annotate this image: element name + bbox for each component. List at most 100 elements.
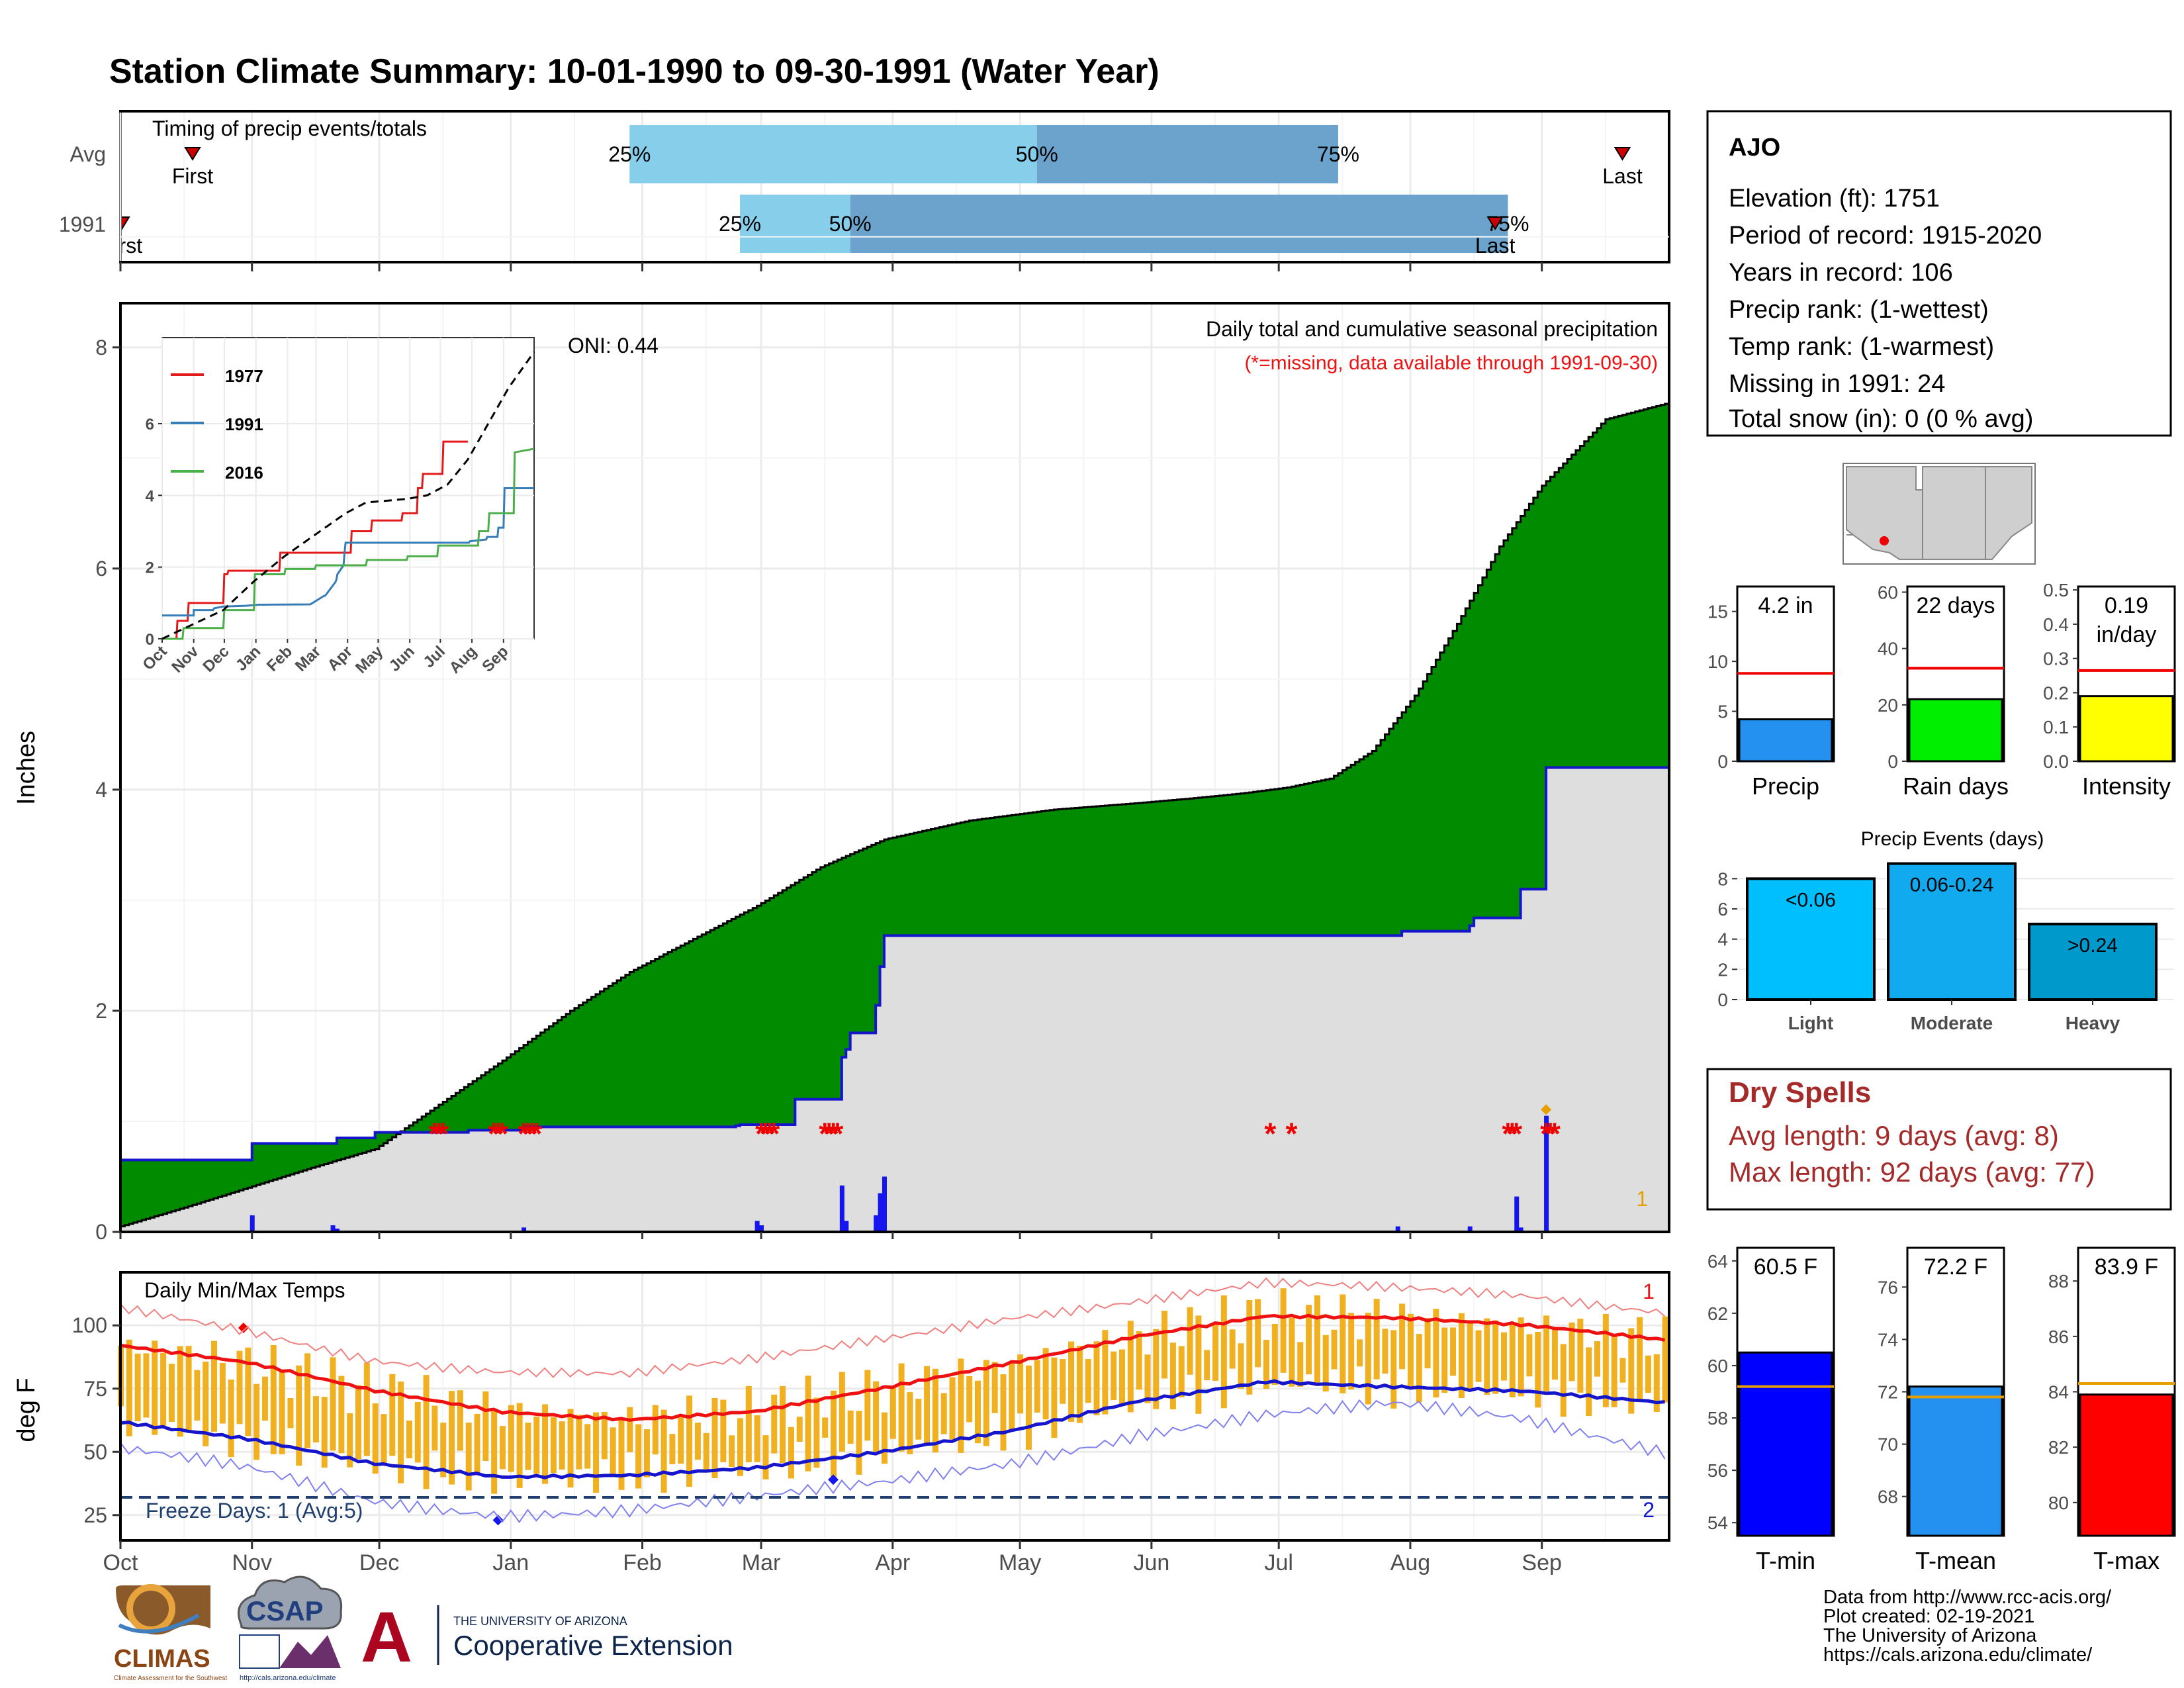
station-line-years: Years in record: 106: [1729, 259, 1953, 287]
daily-temp-bar: [991, 1362, 998, 1413]
temp-rank-ytick-label: 88: [2048, 1271, 2069, 1291]
precip-rank-bar: [1908, 698, 2003, 763]
station-line-temp-rank: Temp rank: (1-warmest): [1729, 333, 1994, 361]
main-ytick-label: 8: [95, 336, 107, 359]
daily-temp-bar: [1204, 1350, 1210, 1381]
daily-temp-bar: [610, 1427, 616, 1477]
daily-temp-bar: [762, 1435, 769, 1479]
daily-temp-bar: [694, 1423, 701, 1460]
freeze-days-label: Freeze Days: 1 (Avg:5): [146, 1499, 363, 1523]
daily-temp-bar: [312, 1396, 319, 1443]
dry-spells-max: Max length: 92 days (avg: 77): [1729, 1156, 2095, 1188]
daily-temp-bar: [542, 1404, 549, 1484]
ua-big-text: Cooperative Extension: [453, 1630, 733, 1661]
events-ytick-label: 0: [1717, 990, 1728, 1010]
daily-temp-bar: [482, 1391, 489, 1461]
daily-temp-bar: [720, 1399, 727, 1462]
missing-marker: *: [760, 1116, 772, 1150]
csap-grid: [239, 1634, 280, 1669]
main-ytick-label: 4: [95, 778, 107, 802]
temp-rank-ytick-label: 80: [2048, 1493, 2069, 1513]
daily-temp-bar: [1000, 1374, 1007, 1451]
daily-precip-bar: [1395, 1226, 1400, 1232]
daily-temp-bar: [1136, 1331, 1142, 1390]
main-chart-subtitle: (*=missing, data available through 1991-…: [1244, 352, 1658, 374]
month-label-aug: Aug: [1390, 1550, 1431, 1575]
daily-temp-bar: [1348, 1313, 1355, 1390]
daily-temp-bar: [1060, 1358, 1066, 1404]
events-bar-heavy: [2028, 922, 2158, 1001]
station-line-period: Period of record: 1915-2020: [1729, 222, 2042, 250]
avg-cumulative-outline: [120, 402, 1670, 1228]
precip-rank-value-text: 22 days: [1916, 593, 1995, 618]
timing-first-label: First: [172, 164, 213, 188]
temp-rank-ytick-label: 84: [2048, 1382, 2069, 1403]
daily-temp-bar: [737, 1418, 743, 1476]
daily-temp-bar: [1492, 1320, 1499, 1394]
missing-marker: *: [819, 1116, 831, 1150]
above-average-band: [120, 1132, 401, 1227]
station-line-precip-rank: Precip rank: (1-wettest): [1729, 296, 1989, 324]
precip-rank-ytick-label: 0.4: [2043, 614, 2069, 635]
daily-precip-bar: [878, 1193, 883, 1232]
precip-rank-ytick-label: 60: [1878, 583, 1898, 603]
daily-temp-bar: [754, 1415, 760, 1462]
temp-rank-ytick-label: 58: [1707, 1408, 1728, 1429]
daily-temp-bar: [805, 1376, 811, 1472]
timing-p25-label: 25%: [719, 212, 761, 236]
precip-rank-ytick-label: 20: [1878, 695, 1898, 716]
daily-temp-range-bars: [118, 1288, 1668, 1526]
page-title: Station Climate Summary: 10-01-1990 to 0…: [109, 52, 1160, 91]
daily-temp-bar: [1289, 1317, 1295, 1387]
daily-temp-bar: [975, 1380, 981, 1444]
daily-temp-bar: [771, 1394, 778, 1454]
daily-temp-bar: [1212, 1325, 1219, 1381]
temp-rank-label: T-mean: [1915, 1547, 1996, 1574]
daily-temp-bar: [1450, 1327, 1457, 1376]
daily-temp-bar: [296, 1365, 302, 1466]
daily-temp-bar: [1009, 1362, 1015, 1430]
main-ytick-label: 0: [95, 1220, 107, 1244]
daily-temp-bar: [703, 1432, 709, 1470]
timing-p75-label: 75%: [1317, 142, 1359, 166]
daily-temp-bar: [389, 1374, 396, 1456]
missing-marker: *: [1540, 1116, 1552, 1150]
inset-series-1977: [162, 440, 468, 640]
missing-marker: *: [1502, 1116, 1514, 1150]
logos-row: CLIMAS Climate Assessment for the Southw…: [114, 1575, 733, 1682]
daily-temp-bar: [745, 1385, 752, 1463]
inset-series-lines: [161, 351, 535, 640]
daily-temp-bar: [686, 1395, 693, 1487]
daily-temp-bar: [1255, 1299, 1261, 1368]
daily-temp-bar: [788, 1427, 794, 1479]
daily-precip-bar: [839, 1185, 844, 1232]
daily-temp-bar: [1042, 1348, 1049, 1420]
missing-marker: *: [492, 1116, 504, 1150]
month-label-sep: Sep: [1522, 1550, 1562, 1575]
timing-last-marker: [1486, 216, 1504, 230]
temp-chart-title: Daily Min/Max Temps: [144, 1278, 345, 1302]
daily-temp-bar: [457, 1390, 463, 1451]
daily-temp-bar: [1322, 1335, 1329, 1391]
ua-small-text: THE UNIVERSITY OF ARIZONA: [453, 1615, 627, 1628]
temp-rank-ytick-label: 82: [2048, 1437, 2069, 1458]
daily-temp-bar: [1535, 1332, 1541, 1408]
timing-first-marker: [184, 147, 201, 161]
csap-mountains: [279, 1635, 341, 1668]
daily-temp-bar: [355, 1385, 362, 1460]
daily-temp-bar: [1076, 1346, 1083, 1423]
daily-temp-bar: [414, 1402, 421, 1463]
legend-label-2016: 2016: [225, 463, 263, 483]
missing-marker: *: [437, 1116, 449, 1150]
daily-temp-bar: [279, 1370, 285, 1454]
timing-bar-50-75: [850, 195, 1508, 253]
daily-temp-bar: [593, 1412, 600, 1493]
events-ytick-label: 4: [1717, 929, 1728, 950]
daily-temp-bar: [516, 1403, 523, 1488]
missing-marker: *: [433, 1116, 445, 1150]
temp-rank-ytick-label: 56: [1707, 1460, 1728, 1481]
events-category-label: Light: [1788, 1013, 1833, 1033]
missing-marker: *: [823, 1116, 835, 1150]
